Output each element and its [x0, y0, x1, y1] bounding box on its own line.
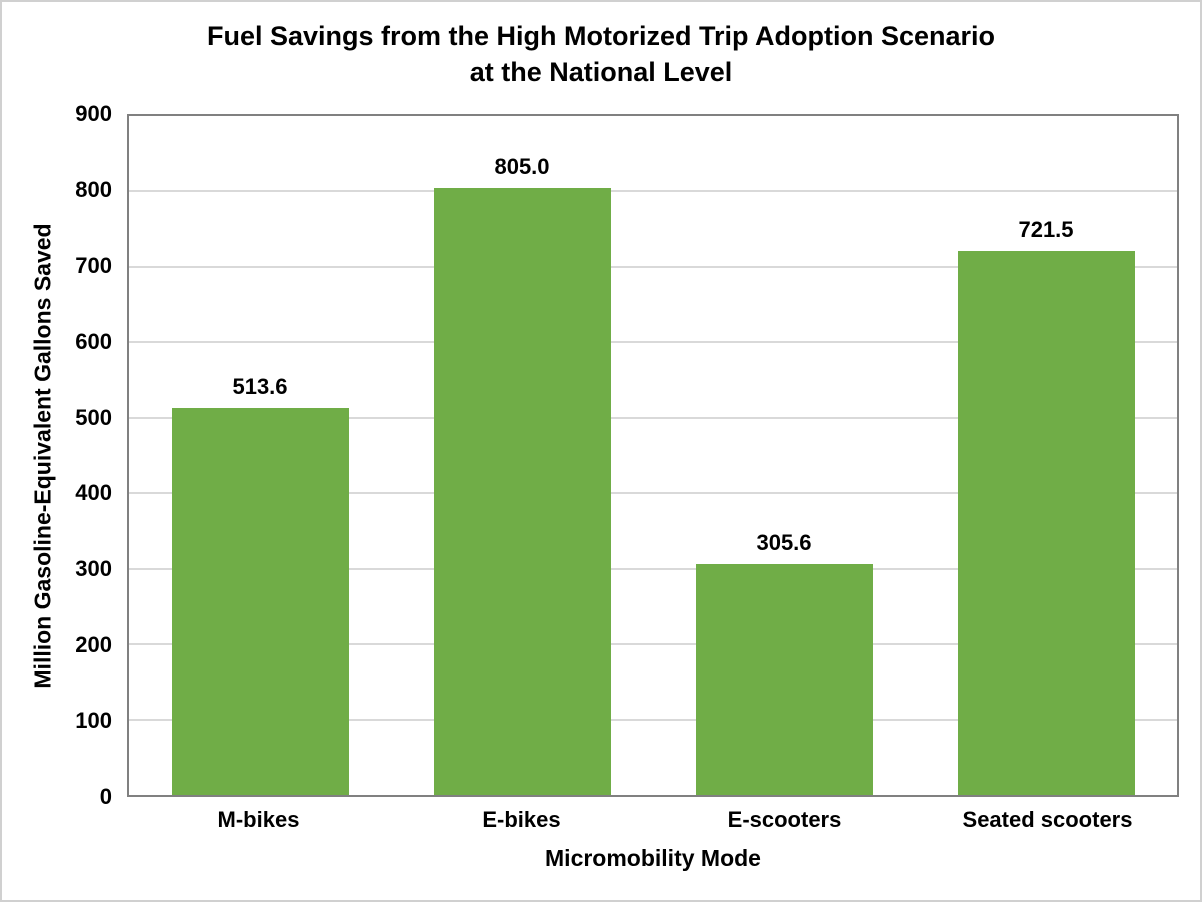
bar-value-label: 805.0 [494, 153, 550, 179]
chart-title-line-2: at the National Level [469, 57, 733, 87]
y-tick-label: 700 [75, 252, 112, 278]
x-axis-title: Micromobility Mode [545, 845, 761, 871]
gridline-600 [129, 341, 1177, 344]
bar-value-label: 513.6 [232, 373, 288, 399]
bar-e-scooters [695, 564, 873, 795]
y-tick-label: 400 [75, 480, 112, 506]
bar-value-label: 721.5 [1018, 216, 1074, 242]
x-category-label: M-bikes [217, 807, 300, 832]
y-tick-label: 200 [75, 632, 112, 658]
y-tick-label: 0 [99, 784, 112, 809]
gridline-800 [129, 190, 1177, 193]
chart-title-line-1: Fuel Savings from the High Motorized Tri… [206, 21, 996, 51]
y-tick-label: 800 [75, 176, 112, 202]
gridline-500 [129, 416, 1177, 419]
y-tick-label: 100 [75, 708, 112, 734]
gridline-300 [129, 567, 1177, 570]
y-tick-label: 500 [75, 404, 112, 430]
x-category-label: Seated scooters [962, 807, 1133, 832]
bar-m-bikes [171, 407, 349, 795]
gridline-400 [129, 492, 1177, 495]
y-tick-label: 600 [75, 328, 112, 354]
bar-seated-scooters [957, 250, 1135, 795]
gridline-700 [129, 265, 1177, 268]
y-axis-tick-labels: 0 100 200 300 400 500 600 700 800 900 [2, 101, 112, 809]
x-category-label: E-bikes [482, 807, 561, 832]
y-tick-label: 900 [75, 101, 112, 126]
bar-e-bikes [433, 187, 611, 795]
gridline-200 [129, 643, 1177, 646]
y-tick-label: 300 [75, 556, 112, 582]
x-category-label: E-scooters [727, 807, 842, 832]
x-axis-category-labels: M-bikes E-bikes E-scooters Seated scooters [127, 807, 1179, 833]
plot-area: 513.6 805.0 305.6 721.5 [127, 114, 1179, 797]
chart-title: Fuel Savings from the High Motorized Tri… [2, 18, 1200, 90]
gridline-100 [129, 718, 1177, 721]
bar-value-label: 305.6 [756, 530, 812, 556]
